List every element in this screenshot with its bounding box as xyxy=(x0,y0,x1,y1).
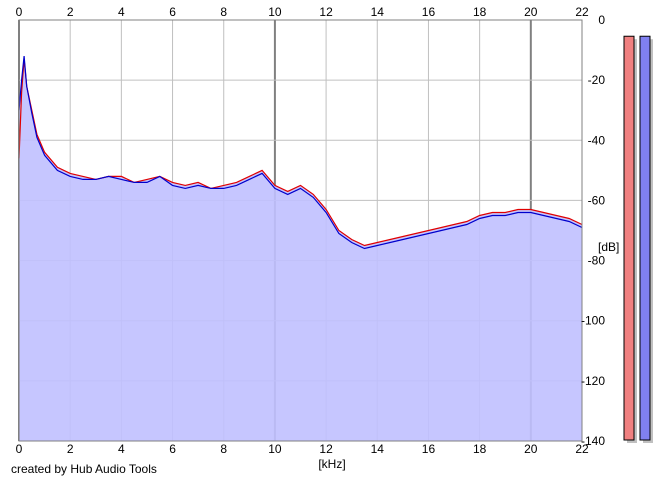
x-tick-label-top: 22 xyxy=(575,5,589,19)
x-tick-label-top: 8 xyxy=(220,5,227,19)
x-tick-label-top: 18 xyxy=(473,5,487,19)
x-tick-label-bottom: 12 xyxy=(319,442,333,456)
series-line-2 xyxy=(18,56,583,250)
y-axis-label: [dB] xyxy=(598,240,619,254)
level-meter-bar-2 xyxy=(639,35,651,441)
x-tick-label-top: 12 xyxy=(319,5,333,19)
y-tick-label: -120 xyxy=(581,374,605,388)
x-tick-label-bottom: 4 xyxy=(118,442,125,456)
x-tick-label-bottom: 0 xyxy=(16,442,23,456)
x-axis-label: [kHz] xyxy=(318,457,345,471)
x-tick-label-top: 10 xyxy=(268,5,282,19)
x-tick-label-top: 6 xyxy=(169,5,176,19)
y-tick-label: -140 xyxy=(581,434,605,448)
credit-text: created by Hub Audio Tools xyxy=(11,462,157,476)
spectrum-fill xyxy=(19,56,582,441)
x-tick-label-bottom: 10 xyxy=(268,442,282,456)
y-tick-label: -40 xyxy=(588,133,606,147)
y-tick-label: -80 xyxy=(588,254,606,268)
y-tick-label: -60 xyxy=(588,193,606,207)
y-axis-ticks: 0 -20 -40 -60 -80 -100 -120 -140 xyxy=(581,13,605,448)
level-meter-bar-1 xyxy=(623,35,635,441)
x-tick-label-bottom: 14 xyxy=(371,442,385,456)
x-tick-label-bottom: 2 xyxy=(67,442,74,456)
x-tick-label-bottom: 8 xyxy=(220,442,227,456)
series-line-1 xyxy=(18,59,583,247)
y-tick-label: 0 xyxy=(598,13,605,27)
x-tick-label-top: 2 xyxy=(67,5,74,19)
x-tick-label-top: 0 xyxy=(16,5,23,19)
x-tick-label-bottom: 18 xyxy=(473,442,487,456)
level-meters xyxy=(623,35,653,444)
x-tick-label-bottom: 6 xyxy=(169,442,176,456)
x-tick-label-top: 14 xyxy=(371,5,385,19)
x-tick-label-bottom: 16 xyxy=(422,442,436,456)
plot-frame xyxy=(18,19,583,442)
spectrum-area xyxy=(19,56,582,441)
x-tick-label-bottom: 20 xyxy=(524,442,538,456)
x-tick-label-top: 16 xyxy=(422,5,436,19)
y-tick-label: -20 xyxy=(588,73,606,87)
x-tick-label-top: 4 xyxy=(118,5,125,19)
spectrum-lines xyxy=(18,56,583,250)
x-tick-label-top: 20 xyxy=(524,5,538,19)
y-tick-label: -100 xyxy=(581,314,605,328)
x-tick-label-bottom: 22 xyxy=(575,442,589,456)
